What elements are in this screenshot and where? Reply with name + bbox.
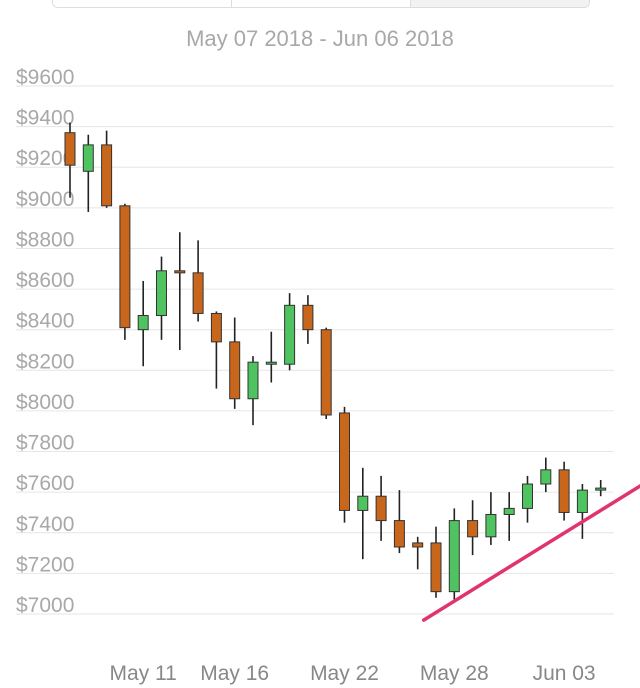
candle[interactable] (101, 130, 113, 208)
candle[interactable] (284, 293, 296, 371)
candle-body (595, 487, 607, 491)
candle-body (393, 520, 405, 548)
candle-body (375, 495, 387, 522)
x-tick-label: May 16 (200, 662, 269, 685)
candle-body (137, 314, 149, 331)
trendline-layer (421, 484, 640, 622)
candle-body (174, 270, 186, 274)
candle-body (192, 272, 204, 314)
range-tab-3[interactable] (411, 0, 589, 7)
candle[interactable] (174, 232, 186, 350)
candle[interactable] (522, 475, 533, 523)
trendline[interactable] (421, 484, 640, 622)
y-tick-label: $9400 (16, 107, 74, 130)
candle-body (64, 132, 76, 166)
x-tick-label: May 28 (420, 662, 489, 685)
y-tick-label: $7400 (16, 513, 74, 536)
candle-body (119, 205, 131, 329)
y-tick-label: $9000 (16, 188, 74, 211)
candle[interactable] (339, 406, 350, 523)
candle[interactable] (82, 134, 94, 212)
x-tick-label: May 11 (110, 662, 177, 685)
candle-body (430, 542, 442, 593)
candle[interactable] (375, 475, 387, 541)
candle-body (448, 520, 460, 593)
y-tick-label: $9200 (16, 147, 74, 170)
candle[interactable] (229, 317, 241, 409)
candle[interactable] (503, 492, 515, 541)
candle-body (284, 304, 296, 365)
candle[interactable] (64, 122, 76, 198)
candle[interactable] (156, 256, 167, 340)
candle-body (503, 507, 515, 515)
x-tick-label: Jun 03 (533, 662, 596, 685)
candle-body (101, 144, 113, 207)
candle-body (247, 361, 259, 400)
candle[interactable] (485, 492, 497, 545)
candle[interactable] (192, 240, 204, 322)
x-axis-ticks: May 11 May 16 May 22 May 28 Jun 03 (110, 662, 596, 685)
candle-body (210, 312, 222, 343)
chart-subtitle: May 07 2018 - Jun 06 2018 (186, 26, 454, 51)
candle-body (412, 542, 424, 548)
candle[interactable] (412, 536, 424, 570)
candles (64, 122, 607, 602)
candle[interactable] (210, 311, 222, 389)
candle[interactable] (302, 295, 314, 344)
y-tick-label: $8200 (16, 350, 74, 373)
candle-body (357, 495, 369, 511)
candle[interactable] (430, 526, 442, 598)
y-tick-label: $7200 (16, 553, 74, 576)
candle[interactable] (265, 331, 277, 383)
y-tick-label: $8000 (16, 391, 74, 414)
candle[interactable] (448, 508, 460, 602)
grid-lines (16, 85, 614, 615)
range-tab-2[interactable] (232, 0, 411, 7)
candle-body (576, 489, 588, 513)
y-tick-label: $8400 (16, 310, 74, 333)
candle-body (156, 270, 167, 316)
candle[interactable] (467, 500, 479, 556)
candle[interactable] (595, 479, 607, 497)
candle[interactable] (558, 461, 570, 521)
range-tabs (52, 0, 590, 8)
y-axis-ticks: $9600 $9400 $9200 $9000 $8800 $8600 $8400 $8200… (16, 66, 74, 617)
candle-body (485, 513, 497, 538)
candle-body (302, 304, 314, 331)
candle[interactable] (137, 280, 149, 367)
candle[interactable] (540, 457, 552, 493)
candle-body (229, 341, 241, 400)
candle[interactable] (357, 467, 369, 560)
y-tick-label: $7000 (16, 594, 74, 617)
y-tick-label: $9600 (16, 66, 74, 89)
y-tick-label: $7800 (16, 432, 74, 455)
candle-body (82, 144, 94, 172)
candle[interactable] (576, 484, 588, 539)
candle-body (265, 361, 277, 365)
candle[interactable] (119, 203, 131, 340)
candle-body (522, 483, 533, 509)
candle-body (320, 329, 332, 416)
candle-body (339, 412, 350, 511)
candle[interactable] (247, 356, 259, 426)
x-tick-label: May 22 (310, 662, 379, 685)
range-tab-1[interactable] (53, 0, 232, 7)
candle-body (540, 469, 552, 485)
candle-body (558, 469, 570, 513)
candle-body (467, 520, 479, 538)
candle[interactable] (393, 490, 405, 554)
y-tick-label: $7600 (16, 472, 74, 495)
y-tick-label: $8800 (16, 228, 74, 251)
y-tick-label: $8600 (16, 269, 74, 292)
candle[interactable] (320, 327, 332, 420)
